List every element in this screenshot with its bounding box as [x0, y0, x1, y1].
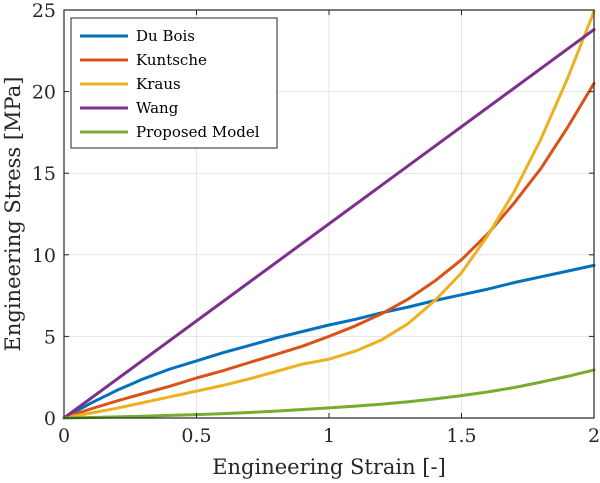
x-tick-label: 2 [588, 425, 600, 447]
series-lines [62, 10, 596, 420]
y-tick-label: 10 [32, 245, 56, 267]
x-tick-label: 1 [323, 425, 335, 447]
x-tick-label: 0 [58, 425, 70, 447]
y-tick-label: 5 [44, 326, 56, 348]
y-tick-label: 15 [32, 163, 56, 185]
series-line-wang [62, 28, 596, 420]
x-tick-label: 1.5 [446, 425, 476, 447]
legend-label-kraus: Kraus [136, 75, 181, 93]
x-axis-label: Engineering Strain [-] [212, 455, 446, 479]
series-line-kuntsche [62, 81, 596, 420]
legend-label-kuntsche: Kuntsche [136, 51, 207, 69]
y-axis-label: Engineering Stress [MPa] [1, 77, 25, 352]
series-line-du-bois [62, 263, 596, 420]
y-tick-label: 20 [32, 82, 56, 104]
legend-label-wang: Wang [136, 99, 179, 117]
series-line-proposed-model [62, 368, 596, 420]
x-tick-label: 0.5 [181, 425, 211, 447]
y-tick-label: 25 [32, 0, 56, 22]
series-line-kraus [62, 10, 596, 420]
legend: Du Bois Kuntsche Kraus Wang Proposed Model [70, 17, 278, 149]
y-tick-label: 0 [44, 408, 56, 430]
legend-label-du-bois: Du Bois [136, 27, 195, 45]
legend-label-proposed-model: Proposed Model [136, 123, 260, 141]
